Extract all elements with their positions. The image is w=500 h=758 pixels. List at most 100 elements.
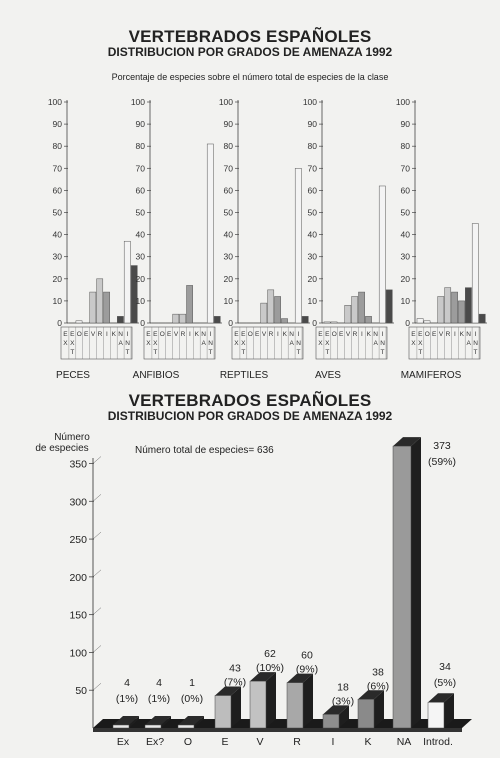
y-tick-label: 60 — [53, 185, 63, 195]
bar-side — [444, 693, 454, 728]
y-tick-label: 0 — [140, 318, 145, 328]
big-y-tick-label: 200 — [69, 572, 87, 584]
value-label: 373 — [433, 440, 451, 452]
big-y-label: Número — [54, 432, 90, 443]
bar-side — [161, 715, 171, 728]
top-subtitle: DISTRIBUCION POR GRADOS DE AMENAZA 1992 — [107, 45, 393, 59]
category-label: E — [432, 331, 437, 338]
category-label: X — [241, 340, 246, 347]
category-label: E — [234, 331, 239, 338]
category-label: V — [174, 331, 179, 338]
percent-label: (0%) — [181, 693, 203, 705]
bar — [267, 289, 275, 324]
percent-label: (5%) — [434, 677, 456, 689]
category-label: E — [411, 331, 416, 338]
category-label: I — [127, 331, 129, 338]
y-tick-label: 90 — [224, 119, 234, 129]
big-note: Número total de especies= 636 — [135, 445, 274, 456]
category-label: N — [373, 331, 378, 338]
big-tick-diag — [92, 569, 102, 578]
y-tick-label: 0 — [405, 318, 410, 328]
bar — [392, 445, 412, 729]
category-label: V — [439, 331, 444, 338]
value-label: 18 — [337, 681, 349, 693]
category-label: Ex? — [146, 736, 164, 748]
category-label: N — [208, 340, 213, 347]
bar — [471, 223, 479, 324]
category-label: N — [125, 340, 130, 347]
category-label: T — [126, 349, 130, 356]
y-tick-label: 80 — [53, 141, 63, 151]
category-label: E — [318, 331, 323, 338]
y-tick-label: 30 — [401, 252, 411, 262]
bar — [179, 313, 187, 324]
category-label: X — [411, 340, 416, 347]
category-label: I — [210, 331, 212, 338]
category-label: I — [382, 331, 384, 338]
value-label: 62 — [264, 648, 276, 660]
bar-side — [303, 673, 313, 728]
category-label: T — [381, 349, 385, 356]
bar-side — [129, 715, 139, 728]
y-tick-label: 50 — [308, 208, 318, 218]
bar — [117, 316, 124, 324]
category-label: V — [256, 736, 263, 748]
category-label: X — [153, 340, 158, 347]
category-label: T — [297, 349, 301, 356]
bar-top — [250, 672, 276, 682]
y-tick-label: 30 — [136, 252, 146, 262]
y-tick-label: 10 — [224, 296, 234, 306]
bar — [351, 296, 359, 324]
y-tick-label: 100 — [48, 97, 62, 107]
top-note: Porcentaje de especies sobre el número t… — [111, 72, 389, 82]
value-label: 38 — [372, 666, 384, 678]
category-label: X — [418, 340, 423, 347]
y-tick-label: 40 — [224, 230, 234, 240]
bar-top — [113, 715, 139, 725]
category-label: K — [112, 331, 117, 338]
bar — [444, 287, 452, 324]
bar — [385, 289, 393, 324]
chart-title: MAMIFEROS — [401, 370, 462, 381]
y-tick-label: 60 — [308, 185, 318, 195]
category-label: K — [460, 331, 465, 338]
category-label: E — [418, 331, 423, 338]
y-tick-label: 80 — [308, 141, 318, 151]
category-label: A — [118, 340, 123, 347]
bar-top — [178, 716, 204, 725]
value-label: 4 — [156, 677, 162, 689]
y-tick-label: 20 — [224, 274, 234, 284]
bar — [437, 296, 445, 324]
y-tick-label: 30 — [308, 252, 318, 262]
bar — [172, 313, 180, 324]
big-y-tick-label: 50 — [75, 685, 87, 697]
y-tick-label: 100 — [131, 97, 145, 107]
y-tick-label: 70 — [136, 163, 146, 173]
category-label: K — [195, 331, 200, 338]
chart-title: ANFIBIOS — [133, 370, 180, 381]
category-label: I — [277, 331, 279, 338]
top-title: VERTEBRADOS ESPAÑOLES — [128, 27, 372, 46]
category-label: I — [106, 331, 108, 338]
value-label: 60 — [301, 650, 313, 662]
category-label: N — [473, 340, 478, 347]
bar-top — [393, 437, 421, 447]
category-label: E — [84, 331, 89, 338]
y-tick-label: 80 — [136, 141, 146, 151]
bar-side — [339, 705, 349, 728]
bar — [427, 702, 445, 729]
bar — [130, 265, 138, 324]
y-tick-label: 40 — [136, 230, 146, 240]
percent-label: (7%) — [224, 677, 246, 689]
bar — [96, 278, 104, 324]
y-tick-label: 70 — [401, 163, 411, 173]
category-label: E — [325, 331, 330, 338]
bar — [423, 320, 431, 324]
category-label: N — [296, 340, 301, 347]
category-label: A — [289, 340, 294, 347]
category-label: I — [298, 331, 300, 338]
